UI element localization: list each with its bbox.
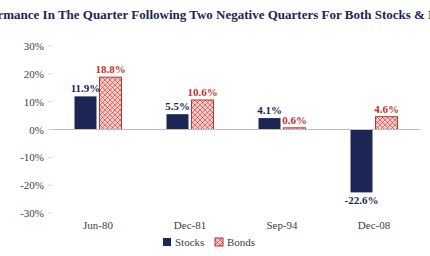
y-tick-label: -20% — [20, 179, 44, 191]
x-tick-label: Jun-80 — [83, 219, 113, 231]
y-tick-label: 20% — [24, 68, 44, 80]
data-label: 18.8% — [95, 63, 125, 75]
bar — [351, 130, 373, 193]
bar — [192, 100, 214, 130]
y-tick-label: 30% — [24, 40, 44, 52]
y-tick — [48, 46, 52, 47]
x-axis-line — [52, 129, 420, 130]
y-tick — [48, 101, 52, 102]
data-label: -22.6% — [345, 194, 379, 206]
y-tick — [48, 185, 52, 186]
legend-label: Stocks — [175, 236, 204, 248]
chart-container: Performance In The Quarter Following Two… — [0, 0, 430, 256]
data-label: 5.5% — [165, 100, 190, 112]
x-tick-label: Dec-08 — [358, 219, 391, 231]
y-tick-label: -10% — [20, 151, 44, 163]
legend-swatch — [215, 238, 223, 246]
data-label: 10.6% — [187, 86, 217, 98]
y-tick-label: 10% — [24, 96, 44, 108]
bar — [75, 96, 97, 129]
y-tick — [48, 157, 52, 158]
data-labels: 11.9% 5.5% 4.1% -22.6% 18.8% 10.6% 0.6% 4.6% — [71, 63, 399, 206]
bars — [75, 77, 398, 192]
bar — [167, 114, 189, 129]
y-tick — [48, 213, 52, 214]
y-tick — [48, 73, 52, 74]
chart-svg: Performance In The Quarter Following Two… — [0, 0, 430, 256]
y-tick — [48, 129, 52, 130]
data-label: 0.6% — [282, 114, 307, 126]
y-tick-label: -30% — [20, 207, 44, 219]
legend-swatch — [163, 238, 171, 246]
legend-label: Bonds — [227, 236, 255, 248]
bar — [100, 77, 122, 129]
legend: Stocks Bonds — [163, 236, 255, 248]
x-tick-label: Sep-94 — [266, 219, 298, 231]
bar — [259, 118, 281, 129]
bar — [376, 117, 398, 130]
title: Performance In The Quarter Following Two… — [0, 7, 430, 22]
data-label: 4.1% — [257, 104, 282, 116]
data-label: 11.9% — [71, 82, 101, 94]
y-tick-label: 0% — [29, 124, 44, 136]
x-tick-label: Dec-81 — [174, 219, 206, 231]
data-label: 4.6% — [374, 103, 399, 115]
